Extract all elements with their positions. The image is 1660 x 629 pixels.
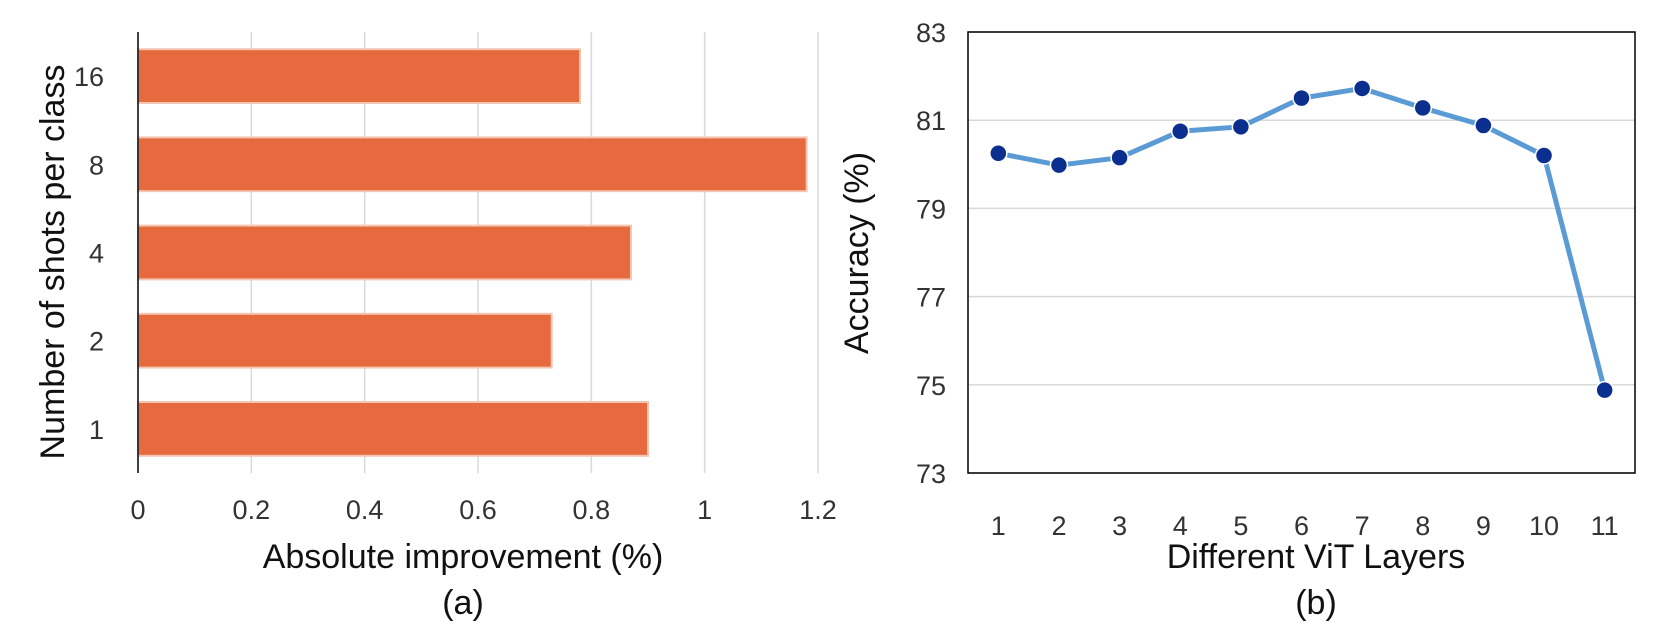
line-chart-y-tick-label: 77	[916, 283, 946, 313]
bar-chart-x-tick-labels: 0 0.2 0.4 0.6 0.8 1 1.2	[130, 495, 836, 525]
bar-chart-x-tick-label: 0.4	[346, 495, 384, 525]
line-chart-y-tick-label: 81	[916, 106, 946, 136]
line-chart-y-tick-label: 83	[916, 18, 946, 48]
line-chart-panel: 1 2 3 4 5 6 7 8 9 10 11 73 75 77 79 81 83 Different ViT…	[838, 18, 1636, 622]
line-chart-x-axis-title: Different ViT Layers	[1167, 538, 1466, 576]
line-chart-x-tick-label: 10	[1529, 511, 1559, 541]
line-chart-point-5	[1231, 117, 1251, 137]
bar-chart-x-tick-label: 1	[697, 495, 712, 525]
line-chart-y-axis-title: Accuracy (%)	[838, 152, 876, 354]
bar-chart-y-tick-label: 1	[89, 415, 104, 445]
bar-1	[137, 400, 649, 457]
line-chart-x-tick-label: 5	[1233, 511, 1248, 541]
bar-chart-panel: 0 0.2 0.4 0.6 0.8 1 1.2 1 2 4 8 16 Absolute improv…	[34, 32, 837, 622]
line-chart-point-6	[1292, 88, 1311, 108]
bar-chart-x-tick-label: 0.6	[459, 495, 497, 525]
line-chart-x-tick-label: 3	[1112, 511, 1127, 541]
bar-2	[137, 312, 553, 369]
line-chart-point-11	[1595, 380, 1614, 400]
line-chart-point-4	[1170, 121, 1190, 141]
bar-chart-x-axis-title: Absolute improvement (%)	[263, 538, 664, 576]
bar-chart-x-tick-label: 0.8	[573, 495, 611, 525]
bar-chart-x-tick-label: 0.2	[233, 495, 271, 525]
line-chart-caption: (b)	[1295, 584, 1337, 622]
bar-chart-y-tick-labels: 1 2 4 8 16	[74, 62, 104, 445]
bar-chart-y-tick-label: 16	[74, 62, 104, 92]
bar-chart-x-tick-label: 1.2	[799, 495, 837, 525]
bar-8	[137, 136, 808, 193]
line-chart-point-7	[1352, 79, 1372, 98]
bar-chart-x-tick-label: 0	[130, 495, 145, 525]
bar-chart-y-axis-title: Number of shots per class	[34, 65, 72, 460]
line-chart-x-tick-label: 7	[1355, 511, 1370, 541]
line-chart-y-tick-label: 79	[916, 194, 946, 224]
bar-4	[137, 224, 632, 281]
bar-chart-y-tick-label: 2	[89, 327, 104, 357]
bar-chart-bars	[137, 48, 808, 457]
line-chart-y-tick-label: 75	[916, 371, 946, 401]
line-chart-y-tick-labels: 73 75 77 79 81 83	[916, 18, 946, 489]
line-chart-point-8	[1413, 98, 1433, 118]
line-chart-y-tick-label: 73	[916, 459, 946, 489]
line-chart-point-1	[989, 144, 1008, 163]
line-chart-x-tick-label: 11	[1591, 511, 1619, 541]
bar-chart-y-tick-label: 4	[89, 239, 104, 269]
line-chart-x-tick-label: 9	[1476, 511, 1491, 541]
bar-chart-y-tick-label: 8	[89, 150, 104, 180]
line-chart-x-tick-label: 6	[1294, 511, 1309, 541]
line-chart-x-tick-label: 1	[991, 511, 1006, 541]
line-chart-markers	[989, 79, 1614, 400]
bar-16	[137, 48, 581, 105]
line-chart-plot-frame	[967, 31, 1636, 474]
bar-chart-caption: (a)	[442, 584, 484, 622]
line-chart-point-10	[1534, 146, 1554, 165]
line-chart-x-tick-label: 2	[1051, 511, 1066, 541]
line-chart-x-tick-label: 4	[1173, 511, 1188, 541]
line-chart-point-9	[1474, 116, 1493, 135]
line-chart-x-tick-label: 8	[1415, 511, 1430, 541]
line-chart-point-3	[1110, 148, 1129, 167]
line-chart-x-tick-labels: 1 2 3 4 5 6 7 8 9 10 11	[991, 511, 1619, 541]
line-chart-point-2	[1049, 155, 1069, 175]
line-chart-series-line	[995, 85, 1608, 393]
